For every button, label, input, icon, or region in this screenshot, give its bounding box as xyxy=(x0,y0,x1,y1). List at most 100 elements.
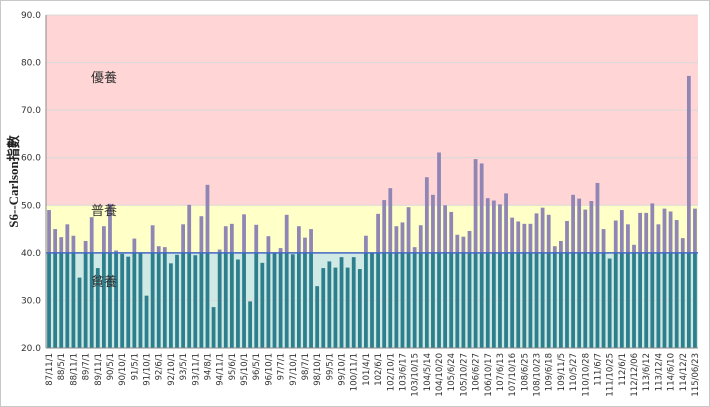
x-tick-label-20: 97/7/1 xyxy=(277,353,287,380)
x-tick-label-6: 90/5/1 xyxy=(106,353,116,380)
bar-101-lower xyxy=(656,252,661,348)
bar-40-lower xyxy=(284,252,289,348)
bar-83-upper xyxy=(546,214,551,253)
bar-17-lower xyxy=(144,295,149,348)
bar-67-upper xyxy=(449,211,454,253)
bar-88-upper xyxy=(577,198,582,253)
bar-65-upper xyxy=(437,152,441,253)
bar-19-upper xyxy=(156,246,161,253)
bar-54-lower xyxy=(370,252,374,348)
x-tick-label-40: 108/6/25 xyxy=(520,353,530,391)
bar-58-lower xyxy=(394,252,399,348)
bar-91-lower xyxy=(595,252,600,348)
x-tick-label-23: 98/10/1 xyxy=(313,353,323,386)
bar-25-lower xyxy=(193,255,198,348)
bar-23-lower xyxy=(181,252,185,348)
bar-51-lower xyxy=(351,257,356,348)
bar-37-lower xyxy=(266,252,271,348)
x-tick-label-36: 106/6/27 xyxy=(472,353,482,391)
bar-35-upper xyxy=(254,224,259,253)
bar-98-lower xyxy=(638,252,643,348)
x-tick-label-52: 114/6/10 xyxy=(667,353,677,391)
bar-83-lower xyxy=(546,252,551,348)
bar-42-upper xyxy=(296,226,301,253)
bar-16-lower xyxy=(138,252,143,348)
x-tick-label-44: 110/5/27 xyxy=(569,353,579,391)
x-tick-label-26: 100/11/1 xyxy=(350,353,360,391)
bar-63-upper xyxy=(424,177,429,253)
x-tick-label-19: 96/10/1 xyxy=(264,353,274,386)
bar-8-lower xyxy=(89,252,94,348)
bar-85-lower xyxy=(559,252,563,348)
x-tick-labels: 87/11/1 88/5/1 88/11/1 89/7/1 89/11/1 90/5/1 9… xyxy=(45,353,701,397)
bar-100-lower xyxy=(650,252,655,348)
bar-23-upper xyxy=(181,224,185,253)
x-tick-label-17: 95/10/1 xyxy=(240,353,250,386)
bar-95-lower xyxy=(619,252,624,348)
bar-13-lower xyxy=(120,253,125,348)
x-tick-label-51: 113/12/4 xyxy=(654,353,664,391)
bar-78-lower xyxy=(516,252,521,348)
x-tick-label-45: 110/10/28 xyxy=(581,353,591,397)
bar-26-upper xyxy=(199,216,204,253)
band-2 xyxy=(46,205,698,253)
bar-82-upper xyxy=(540,207,545,253)
bar-79-upper xyxy=(522,223,527,253)
bar-2-upper xyxy=(53,229,58,253)
bar-47-lower xyxy=(327,261,332,348)
bar-48-lower xyxy=(333,267,338,348)
x-tick-label-25: 99/10/1 xyxy=(338,353,348,386)
bar-68-upper xyxy=(455,234,460,253)
bar-52-lower xyxy=(357,269,362,348)
bar-89-lower xyxy=(583,252,588,348)
bar-44-lower xyxy=(309,252,313,348)
bar-84-lower xyxy=(552,252,557,348)
x-tick-label-22: 98/7/1 xyxy=(301,353,311,380)
bar-62-upper xyxy=(418,225,423,253)
x-tick-label-43: 109/11/5 xyxy=(557,353,567,391)
x-tick-label-38: 107/6/13 xyxy=(496,353,506,391)
bar-95-upper xyxy=(619,210,624,253)
bar-76-upper xyxy=(504,193,508,253)
x-tick-label-54: 115/06/23 xyxy=(691,353,701,397)
bar-87-lower xyxy=(571,252,575,348)
bar-30-upper xyxy=(223,226,228,253)
bar-39-lower xyxy=(278,252,283,348)
bar-97-lower xyxy=(632,252,636,348)
bar-89-upper xyxy=(583,209,588,253)
x-tick-label-37: 106/10/17 xyxy=(484,353,494,397)
axes xyxy=(45,15,698,349)
x-tick-label-12: 93/5/1 xyxy=(179,353,189,380)
x-tick-label-4: 89/7/1 xyxy=(82,353,92,380)
y-tick-label-2: 30.0 xyxy=(21,296,41,306)
x-tick-label-1: 87/11/1 xyxy=(45,353,55,386)
band-label-2: 普養 xyxy=(91,203,117,219)
bar-104-lower xyxy=(674,252,679,348)
bar-78-upper xyxy=(516,221,521,253)
bar-3-lower xyxy=(59,252,64,348)
bar-103-lower xyxy=(668,252,673,348)
x-tick-label-14: 94/8/1 xyxy=(203,353,213,380)
bar-90-lower xyxy=(589,252,594,348)
bar-30-lower xyxy=(223,252,228,348)
bar-1-lower xyxy=(47,252,51,348)
bar-53-upper xyxy=(364,235,368,253)
bar-35-lower xyxy=(254,252,259,348)
y-tick-label-6: 70.0 xyxy=(21,106,41,116)
bar-5-upper xyxy=(71,235,76,253)
bar-80-lower xyxy=(528,252,533,348)
bar-92-lower xyxy=(601,252,606,348)
bar-62-lower xyxy=(418,252,423,348)
bar-7-lower xyxy=(83,252,88,348)
bar-34-lower xyxy=(248,301,253,348)
bar-85-upper xyxy=(559,240,563,253)
x-tick-label-32: 104/5/14 xyxy=(423,353,433,391)
bar-72-lower xyxy=(479,252,484,348)
bar-57-lower xyxy=(388,252,393,348)
x-tick-label-41: 108/10/23 xyxy=(533,353,543,397)
bar-33-upper xyxy=(242,214,246,253)
bar-66-upper xyxy=(443,205,448,253)
x-tick-label-15: 94/11/1 xyxy=(216,353,226,386)
